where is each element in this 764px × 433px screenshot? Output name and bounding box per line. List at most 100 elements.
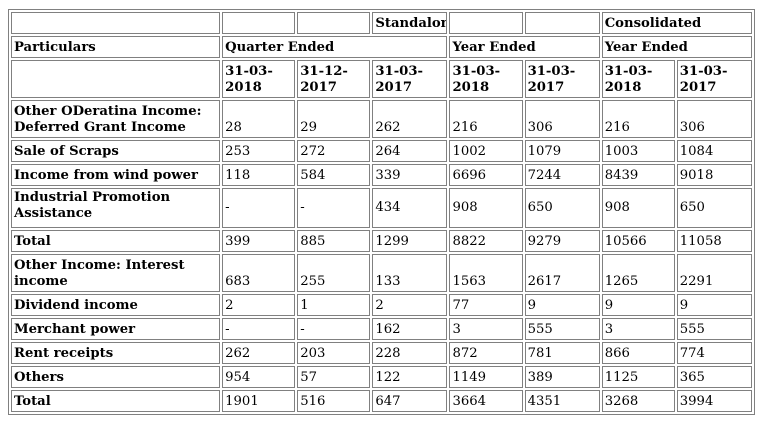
table-cell: 9: [601, 294, 675, 316]
table-cell: 9: [524, 294, 600, 316]
table-row: Merchant power - - 162 3 555 3 555: [11, 318, 752, 340]
table-cell: 399: [222, 230, 296, 252]
table-cell: 1002: [449, 140, 523, 162]
table-row: Industrial Promotion Assistance - - 434 …: [11, 188, 752, 228]
row-label: Rent receipts: [11, 342, 221, 364]
table-cell: 3994: [676, 390, 752, 412]
table-cell: 650: [524, 188, 600, 228]
row-label: Other ODeratina Income: Deferred Grant I…: [11, 100, 221, 138]
table-cell: 57: [297, 366, 371, 388]
table-cell: 133: [372, 254, 448, 292]
table-cell: 2: [372, 294, 448, 316]
table-cell: 216: [601, 100, 675, 138]
table-cell: 3: [449, 318, 523, 340]
table-cell: 1079: [524, 140, 600, 162]
table-cell: 1084: [676, 140, 752, 162]
row-label: Total: [11, 390, 221, 412]
row-label: Income from wind power: [11, 164, 221, 186]
table-cell: 9018: [676, 164, 752, 186]
table-cell: 647: [372, 390, 448, 412]
consolidated-header: Consolidated: [601, 12, 752, 34]
table-cell: -: [222, 188, 296, 228]
table-cell: 339: [372, 164, 448, 186]
table-cell: 2617: [524, 254, 600, 292]
table-cell: 555: [524, 318, 600, 340]
table-cell: 650: [676, 188, 752, 228]
table-cell: 4351: [524, 390, 600, 412]
table-cell: 8822: [449, 230, 523, 252]
table-cell: 885: [297, 230, 371, 252]
empty-cell: [11, 12, 221, 34]
date-header: 31-03-2018: [601, 60, 675, 98]
table-row: Income from wind power 118 584 339 6696 …: [11, 164, 752, 186]
table-cell: 1901: [222, 390, 296, 412]
table-cell: 774: [676, 342, 752, 364]
table-cell: -: [222, 318, 296, 340]
date-header: 31-03-2018: [449, 60, 523, 98]
date-header: 31-12-2017: [297, 60, 371, 98]
total-row: Total 399 885 1299 8822 9279 10566 11058: [11, 230, 752, 252]
table-row: Sale of Scraps 253 272 264 1002 1079 100…: [11, 140, 752, 162]
table-cell: 162: [372, 318, 448, 340]
table-cell: 7244: [524, 164, 600, 186]
table-row: Other Income: Interest income 683 255 13…: [11, 254, 752, 292]
table-cell: 781: [524, 342, 600, 364]
table-cell: 1299: [372, 230, 448, 252]
table-cell: 306: [524, 100, 600, 138]
standalone-header: Standalone: [372, 12, 448, 34]
row-label: Dividend income: [11, 294, 221, 316]
table-cell: 228: [372, 342, 448, 364]
empty-cell: [449, 12, 523, 34]
table-cell: 8439: [601, 164, 675, 186]
empty-cell: [222, 12, 296, 34]
table-cell: 216: [449, 100, 523, 138]
financial-table-container: Standalone Consolidated Particulars Quar…: [8, 9, 755, 415]
table-cell: 6696: [449, 164, 523, 186]
date-header: 31-03-2017: [676, 60, 752, 98]
header-row-segment: Standalone Consolidated: [11, 12, 752, 34]
row-label: Industrial Promotion Assistance: [11, 188, 221, 228]
date-header: 31-03-2018: [222, 60, 296, 98]
table-cell: 28: [222, 100, 296, 138]
total-row: Total 1901 516 647 3664 4351 3268 3994: [11, 390, 752, 412]
row-label: Sale of Scraps: [11, 140, 221, 162]
table-cell: 389: [524, 366, 600, 388]
table-cell: 1265: [601, 254, 675, 292]
table-cell: 118: [222, 164, 296, 186]
table-cell: 262: [372, 100, 448, 138]
table-cell: 264: [372, 140, 448, 162]
table-cell: 3268: [601, 390, 675, 412]
empty-cell: [11, 60, 221, 98]
table-cell: 306: [676, 100, 752, 138]
table-cell: 9279: [524, 230, 600, 252]
empty-cell: [297, 12, 371, 34]
table-cell: 434: [372, 188, 448, 228]
table-row: Rent receipts 262 203 228 872 781 866 77…: [11, 342, 752, 364]
income-table: Standalone Consolidated Particulars Quar…: [8, 9, 755, 415]
year-ended-standalone-header: Year Ended: [449, 36, 600, 58]
table-cell: 2291: [676, 254, 752, 292]
table-cell: 1563: [449, 254, 523, 292]
table-cell: 908: [601, 188, 675, 228]
table-cell: -: [297, 188, 371, 228]
table-cell: 77: [449, 294, 523, 316]
year-ended-consolidated-header: Year Ended: [601, 36, 752, 58]
table-cell: 872: [449, 342, 523, 364]
particulars-header: Particulars: [11, 36, 221, 58]
table-cell: 516: [297, 390, 371, 412]
table-cell: 584: [297, 164, 371, 186]
table-cell: 255: [297, 254, 371, 292]
table-cell: 1149: [449, 366, 523, 388]
table-cell: 262: [222, 342, 296, 364]
table-cell: 555: [676, 318, 752, 340]
table-row: Others 954 57 122 1149 389 1125 365: [11, 366, 752, 388]
table-cell: 122: [372, 366, 448, 388]
date-header: 31-03-2017: [372, 60, 448, 98]
table-cell: 1125: [601, 366, 675, 388]
table-cell: 11058: [676, 230, 752, 252]
row-label: Merchant power: [11, 318, 221, 340]
table-cell: 9: [676, 294, 752, 316]
header-row-dates: 31-03-2018 31-12-2017 31-03-2017 31-03-2…: [11, 60, 752, 98]
table-cell: 908: [449, 188, 523, 228]
header-row-period: Particulars Quarter Ended Year Ended Yea…: [11, 36, 752, 58]
